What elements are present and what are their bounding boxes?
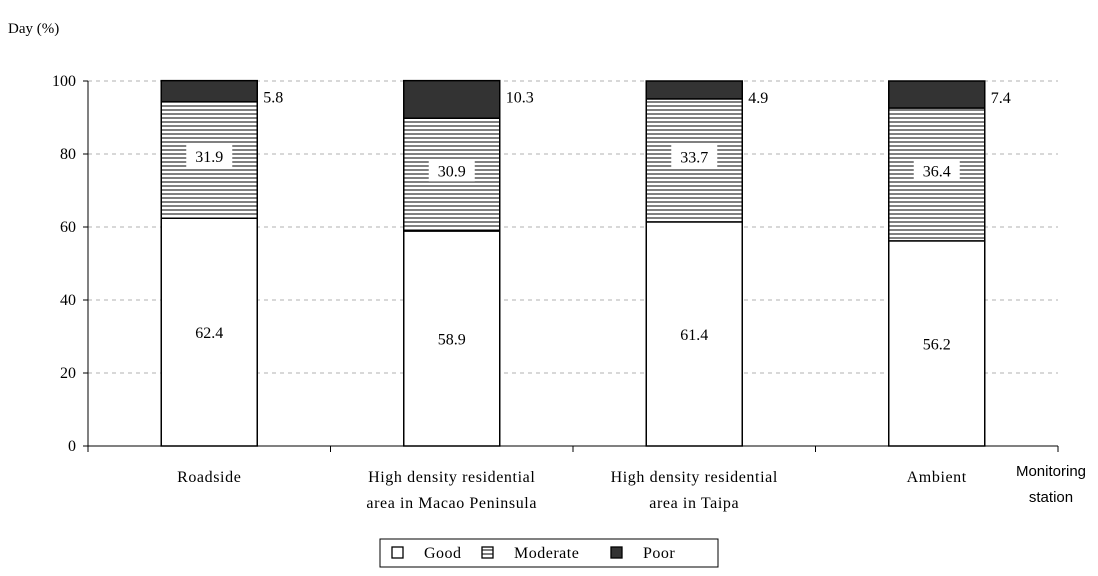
bar-segment-poor xyxy=(888,80,986,109)
data-label: 36.4 xyxy=(923,163,951,180)
legend-box xyxy=(379,538,719,568)
bar-segment-poor xyxy=(645,80,743,100)
bar-segment-good xyxy=(160,217,258,447)
data-label: 4.9 xyxy=(748,90,768,107)
category-label: Roadside xyxy=(177,469,241,486)
data-label-background xyxy=(428,159,475,182)
legend: Good Moderate Poor xyxy=(379,538,719,568)
data-label: 62.4 xyxy=(195,325,223,342)
data-label-background xyxy=(913,159,960,182)
legend-label: Poor xyxy=(643,545,675,562)
y-tick-label: 60 xyxy=(60,219,76,236)
bar-segment-good xyxy=(645,221,743,447)
data-label: 56.2 xyxy=(923,336,951,353)
y-axis: 0 20 40 60 80 100 xyxy=(52,73,89,455)
data-label: 33.7 xyxy=(680,149,708,166)
legend-label: Good xyxy=(424,545,462,562)
y-axis-label: Day (%) xyxy=(8,21,59,37)
category-label: High density residential xyxy=(611,469,778,486)
data-label: 30.9 xyxy=(438,164,466,181)
category-labels: Roadside High density residential area in … xyxy=(177,469,967,512)
x-axis-label-line: Monitoring xyxy=(1016,463,1086,480)
bar-segment-good xyxy=(888,240,986,447)
data-label: 61.4 xyxy=(680,327,708,344)
category-label: area in Macao Peninsula xyxy=(366,495,537,512)
data-labels: 62.4 31.9 5.8 58.9 30.9 10.3 61.4 33.7 4.9 56.2 36… xyxy=(186,90,1011,353)
y-tick-label: 80 xyxy=(60,146,76,163)
y-tick-label: 40 xyxy=(60,292,76,309)
data-label: 7.4 xyxy=(991,90,1011,107)
legend-swatch-good xyxy=(391,546,404,559)
data-label: 58.9 xyxy=(438,332,466,349)
category-label: Ambient xyxy=(907,469,967,486)
y-tick-label: 0 xyxy=(68,438,76,455)
y-tick-label: 20 xyxy=(60,365,76,382)
legend-swatch-moderate xyxy=(481,546,494,559)
data-label-background xyxy=(186,145,233,168)
data-label-background xyxy=(671,145,718,168)
x-axis-label-line: station xyxy=(1029,489,1073,506)
x-axis xyxy=(87,445,1059,452)
category-label: High density residential xyxy=(368,469,535,486)
legend-swatch-poor xyxy=(610,546,623,559)
category-label: area in Taipa xyxy=(649,495,739,512)
x-axis-label: Monitoring station xyxy=(1016,463,1086,506)
legend-label: Moderate xyxy=(514,545,579,562)
y-tick-label: 100 xyxy=(52,73,76,90)
data-label: 5.8 xyxy=(263,90,283,107)
bar-segment-poor xyxy=(403,79,501,119)
data-label: 31.9 xyxy=(195,149,223,166)
data-label: 10.3 xyxy=(506,90,534,107)
bars xyxy=(160,79,986,447)
bar-segment-poor xyxy=(160,79,258,103)
